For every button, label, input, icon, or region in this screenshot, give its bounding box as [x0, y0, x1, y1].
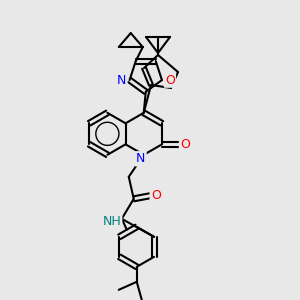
Text: O: O: [180, 138, 190, 151]
Text: O: O: [151, 189, 161, 202]
Text: O: O: [165, 74, 175, 87]
Text: N: N: [136, 152, 146, 165]
Text: N: N: [117, 74, 126, 87]
Text: NH: NH: [102, 215, 121, 228]
